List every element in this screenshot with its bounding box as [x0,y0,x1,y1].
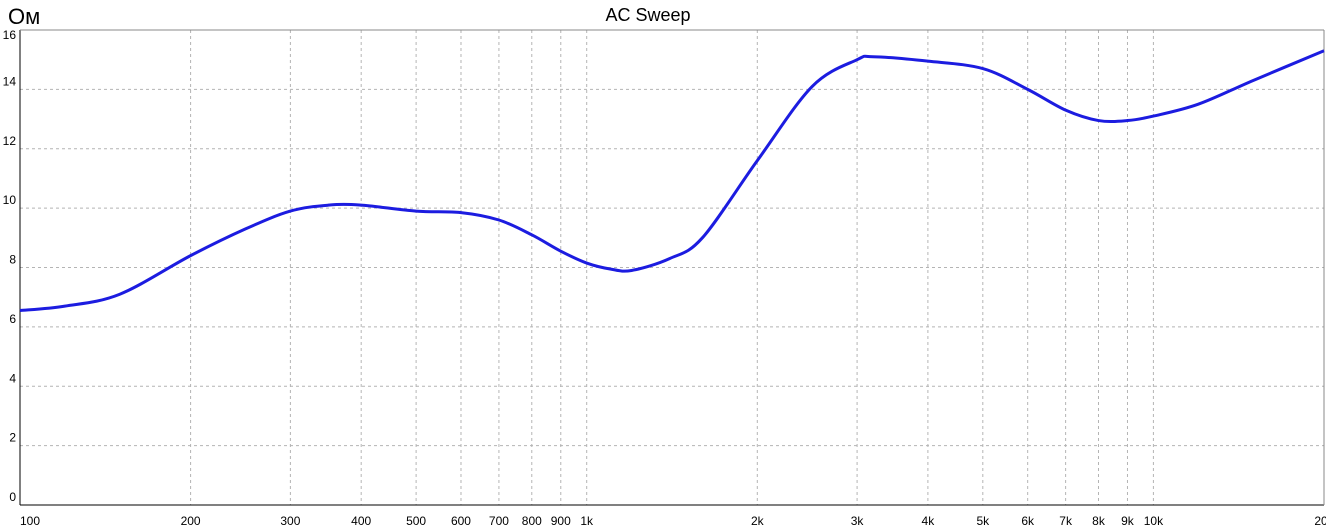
y-tick-label: 12 [3,134,17,148]
y-tick-label: 10 [3,193,17,207]
x-tick-label: 7k [1059,514,1073,528]
chart-title: AC Sweep [605,5,690,25]
x-tick-label: 10k [1144,514,1164,528]
x-tick-label: 500 [406,514,426,528]
y-tick-label: 4 [9,371,16,385]
y-tick-label: 6 [9,312,16,326]
y-tick-label: 2 [9,431,16,445]
x-tick-label: 100 [20,514,40,528]
x-tick-label: 400 [351,514,371,528]
x-tick-label: 900 [551,514,571,528]
y-tick-label: 14 [3,74,17,88]
x-tick-label: 700 [489,514,509,528]
x-tick-label: 200 [181,514,201,528]
x-tick-label: 1k [580,514,594,528]
x-tick-label: 600 [451,514,471,528]
x-tick-label: 5k [976,514,990,528]
x-tick-label: 9k [1121,514,1135,528]
y-tick-label: 8 [9,253,16,267]
x-tick-label: 20k [1314,514,1326,528]
y-tick-label: 0 [9,490,16,504]
y-tick-label: 16 [3,28,17,42]
x-tick-label: 6k [1021,514,1035,528]
x-tick-label: 3k [851,514,865,528]
x-tick-label: 4k [922,514,936,528]
x-tick-label: 300 [280,514,300,528]
x-tick-label: 800 [522,514,542,528]
x-tick-label: 8k [1092,514,1106,528]
y-axis-label: Ом [8,4,40,29]
x-tick-label: 2k [751,514,765,528]
data-line [19,49,1325,313]
